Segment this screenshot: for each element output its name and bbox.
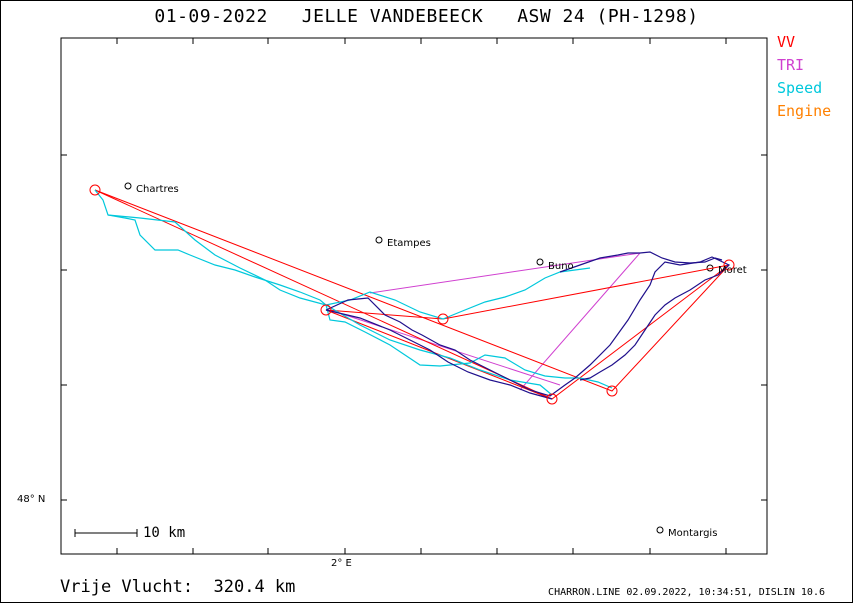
turnpoint-1 <box>89 184 101 196</box>
speed-track <box>94 189 613 389</box>
turnpoints <box>89 184 735 405</box>
distance-label: Vrije Vlucht: 320.4 km <box>60 577 296 597</box>
flight-track-2 <box>559 251 723 273</box>
tri-lines <box>329 252 641 391</box>
plot-border <box>60 37 768 555</box>
scale-label: 10 km <box>143 525 186 541</box>
city-montargis: Montargis <box>668 528 718 539</box>
montargis-marker <box>656 526 664 534</box>
flight-track <box>325 256 731 397</box>
city-etampes: Etampes <box>387 238 431 249</box>
buno-marker <box>536 258 544 266</box>
turnpoint-3 <box>437 313 449 325</box>
latitude-label: 48° N <box>17 494 46 505</box>
longitude-label: 2° E <box>331 558 352 569</box>
city-buno: Buno <box>548 261 574 272</box>
legend-tri: TRI <box>777 56 805 74</box>
chartres-marker <box>124 182 132 190</box>
city-chartres: Chartres <box>136 184 179 195</box>
flight-track-3 <box>325 309 553 400</box>
turnpoint-6 <box>723 259 735 271</box>
turnpoint-4 <box>546 393 558 405</box>
speed-track-2 <box>107 214 591 320</box>
turnpoint-5 <box>606 385 618 397</box>
scale-bar <box>74 529 138 537</box>
etampes-marker <box>375 236 383 244</box>
flight-title: 01-09-2022 JELLE VANDEBEECK ASW 24 (PH-1… <box>154 6 699 27</box>
speed-track-3 <box>325 304 553 396</box>
legend-engine: Engine <box>777 102 832 120</box>
footer-info: CHARRON.LINE 02.09.2022, 10:34:51, DISLI… <box>548 587 825 598</box>
turnpoint-2 <box>320 304 332 316</box>
legend-vv: VV <box>777 33 796 51</box>
city-moret: Moret <box>718 265 747 276</box>
axis-ticks <box>61 38 767 554</box>
legend-speed: Speed <box>777 79 823 97</box>
vv-lines <box>94 189 730 400</box>
